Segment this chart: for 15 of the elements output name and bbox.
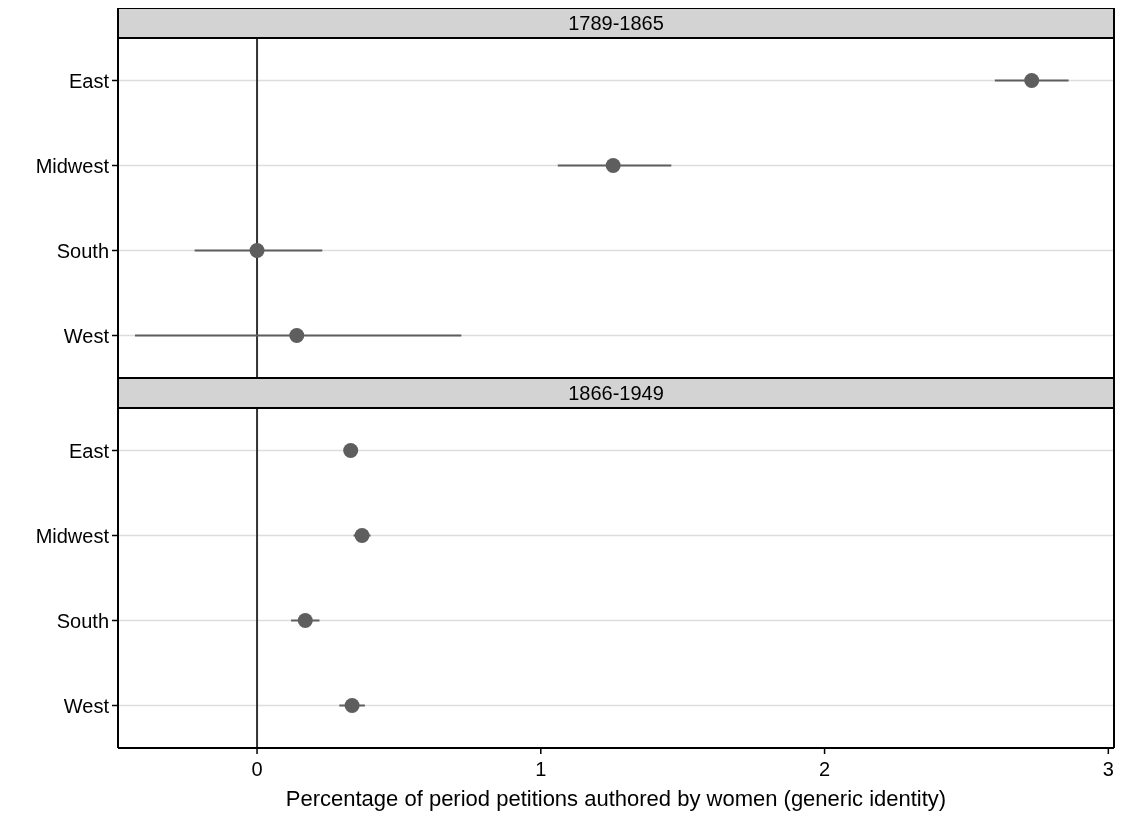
x-axis-title: Percentage of period petitions authored by women (generic identity) <box>285 786 947 811</box>
x-tick-label: 2 <box>819 758 831 780</box>
chart-title: 1866-1949 <box>568 382 664 404</box>
y-tick-label: East <box>68 69 110 92</box>
y-tick-label: West <box>63 324 110 347</box>
x-tick-label: 0 <box>251 758 263 780</box>
y-tick-label: South <box>56 609 109 632</box>
x-tick-label: 1 <box>535 758 547 780</box>
x-tick-label: 3 <box>1102 758 1114 780</box>
y-tick-label: Midwest <box>35 154 110 177</box>
y-tick-label: East <box>68 439 110 462</box>
chart-title: 1789-1865 <box>568 12 664 34</box>
y-tick-label: West <box>63 694 110 717</box>
y-tick-label: South <box>56 239 109 262</box>
y-tick-label: Midwest <box>35 524 110 547</box>
